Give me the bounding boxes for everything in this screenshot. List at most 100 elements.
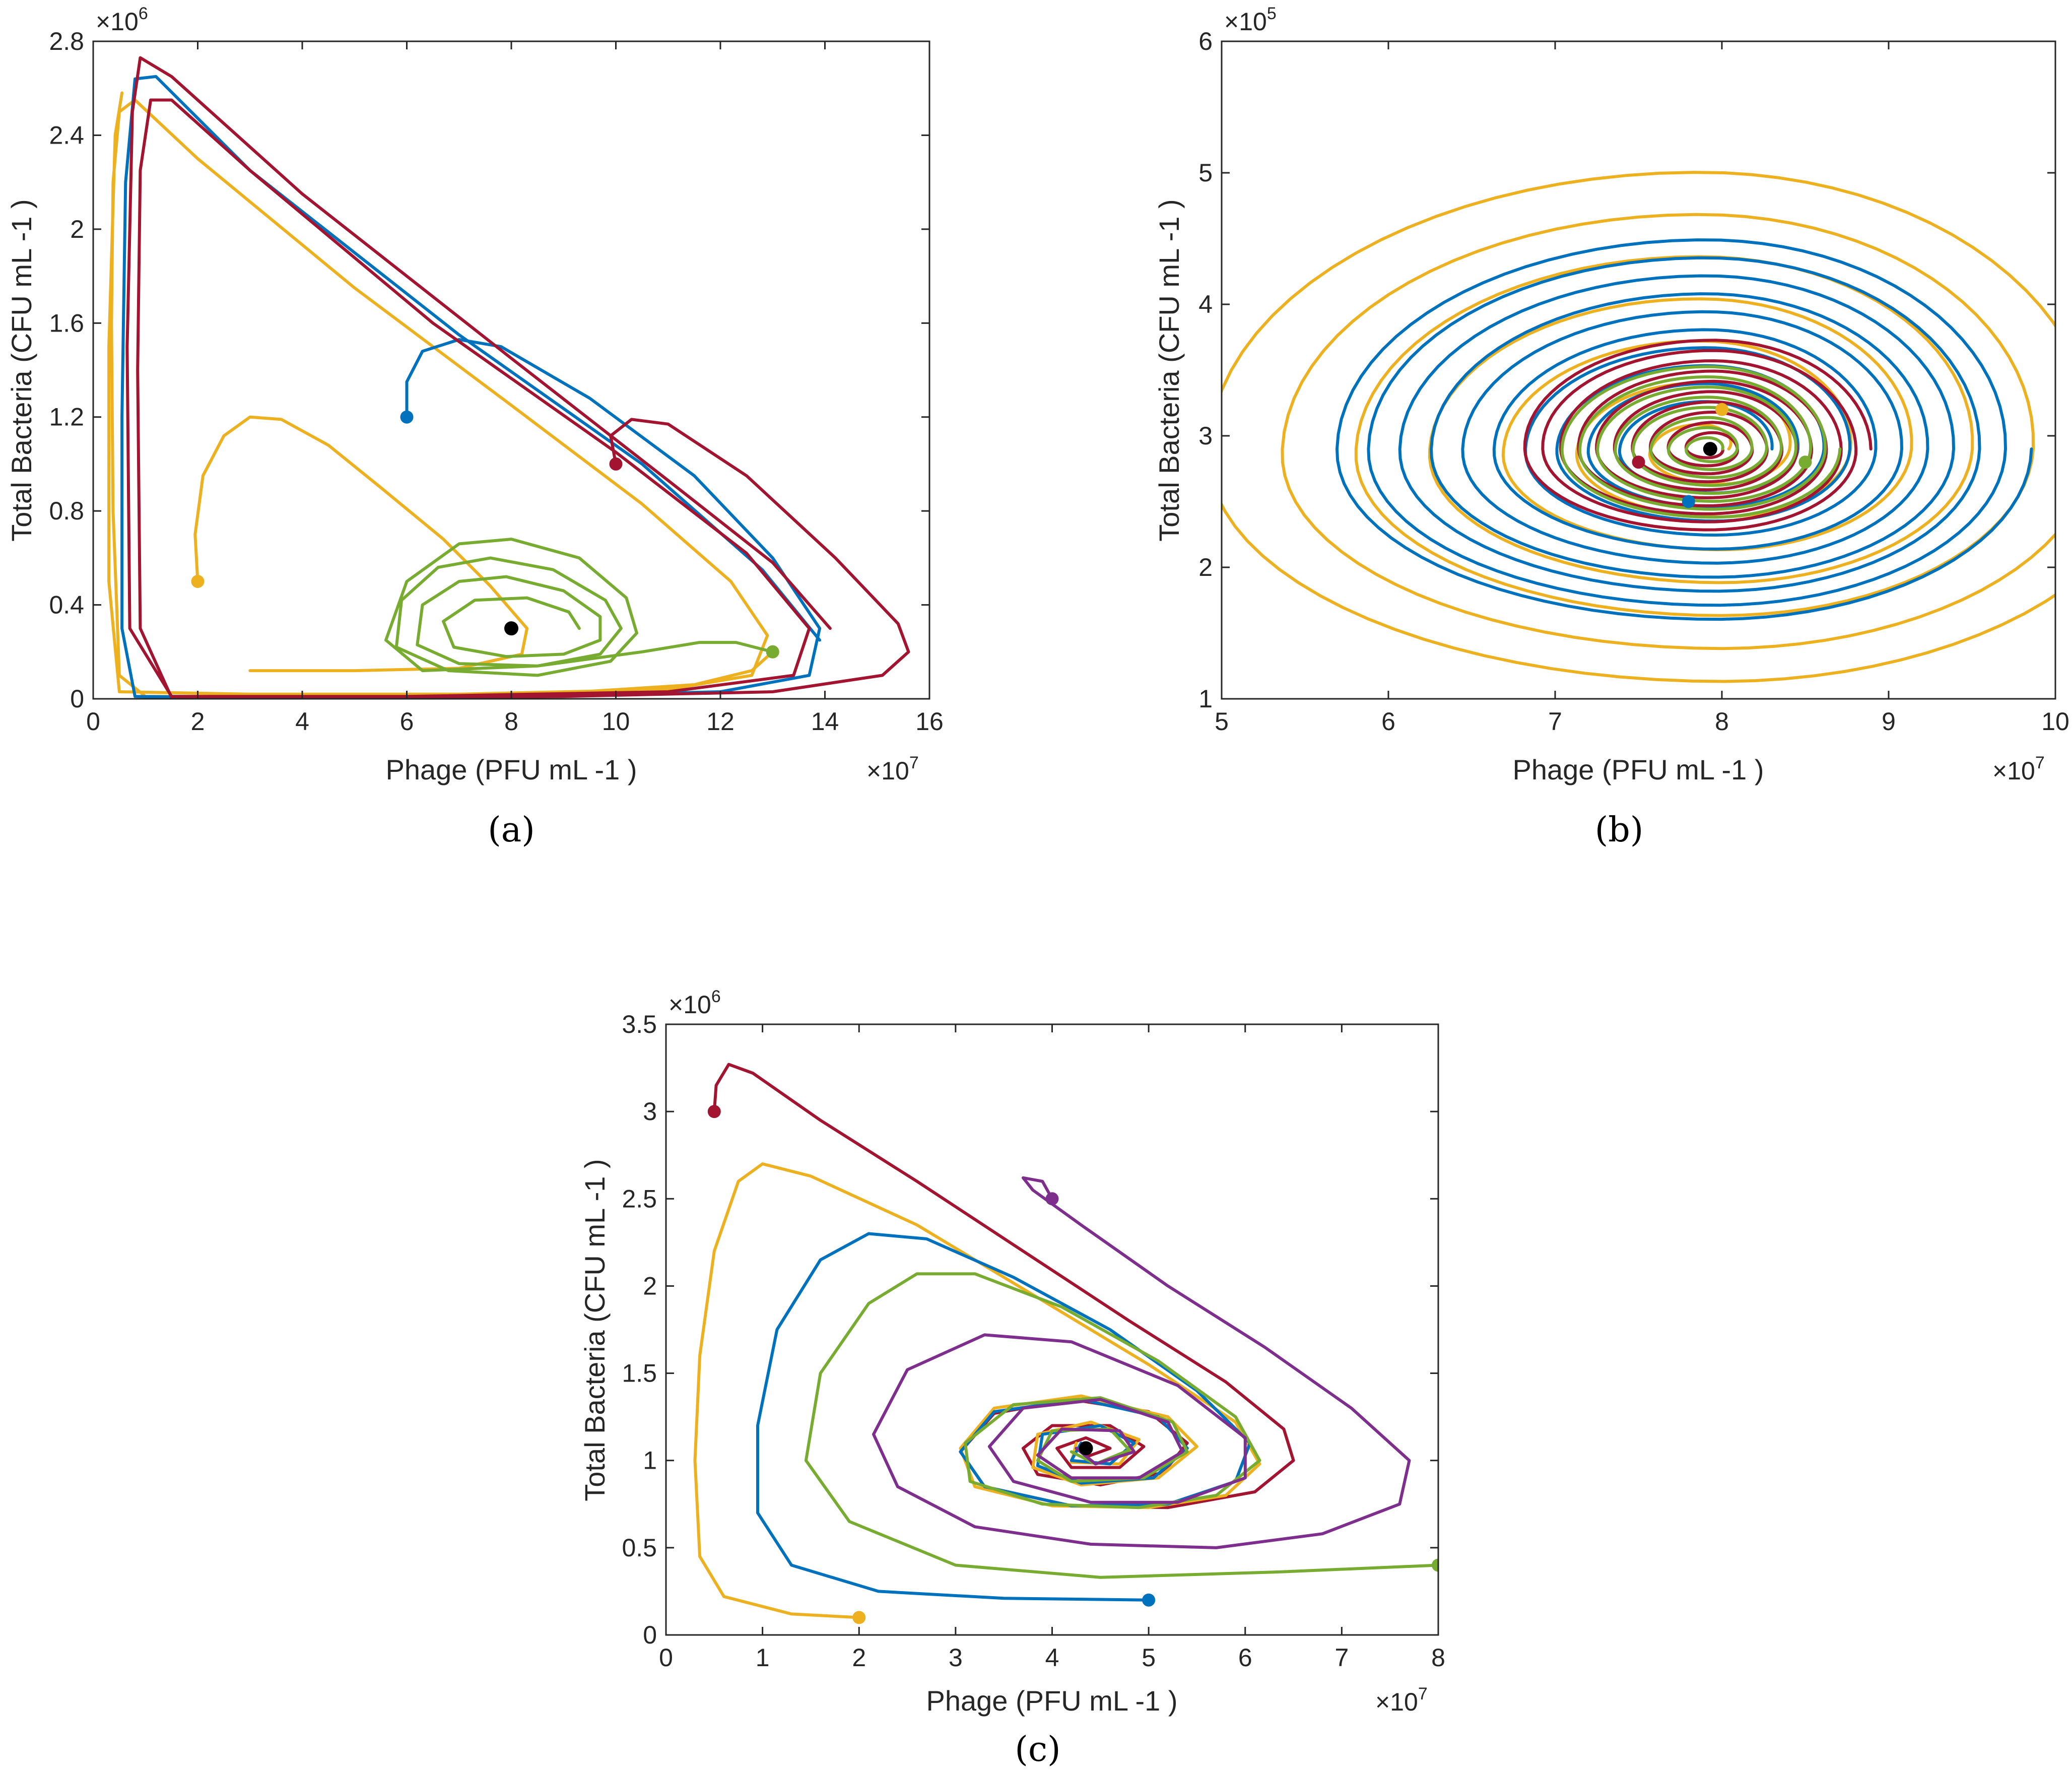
y-tick-label-a-1: 0.4 bbox=[49, 591, 84, 619]
start-point-c-4 bbox=[1045, 1192, 1059, 1206]
start-point-c-1 bbox=[852, 1611, 866, 1624]
x-tick-label-b-3: 8 bbox=[1715, 707, 1729, 736]
x-exponent-a: 7 bbox=[909, 753, 919, 772]
x-tick-label-c-4: 4 bbox=[1045, 1644, 1059, 1672]
y-exponent-label-a: ×106 bbox=[96, 4, 148, 36]
series-group-a bbox=[107, 56, 910, 699]
y-exponent-a: 6 bbox=[139, 4, 148, 23]
y-tick-label-c-1: 0.5 bbox=[622, 1534, 657, 1562]
y-exponent-label-b: ×105 bbox=[1224, 4, 1277, 36]
x-axis-label-b: Phage (PFU mL -1 ) bbox=[1513, 754, 1764, 785]
x-tick-label-a-2: 4 bbox=[295, 707, 309, 736]
y-multiplier-b: ×10 bbox=[1224, 8, 1267, 36]
x-tick-label-b-4: 9 bbox=[1882, 707, 1896, 736]
series-group-b bbox=[1222, 171, 2055, 683]
y-tick-label-c-0: 0 bbox=[643, 1621, 657, 1649]
x-tick-label-b-2: 7 bbox=[1548, 707, 1562, 736]
y-exponent-c: 6 bbox=[711, 987, 721, 1006]
y-multiplier-a: ×10 bbox=[96, 8, 139, 36]
x-tick-label-a-4: 8 bbox=[504, 707, 518, 736]
x-tick-label-a-7: 14 bbox=[811, 707, 839, 736]
caption-c: (c) bbox=[1015, 1730, 1060, 1769]
x-axis-label-a: Phage (PFU mL -1 ) bbox=[386, 754, 637, 785]
x-tick-label-a-3: 6 bbox=[400, 707, 414, 736]
x-tick-label-c-3: 3 bbox=[949, 1644, 963, 1672]
y-tick-label-b-3: 4 bbox=[1198, 290, 1213, 318]
x-tick-label-a-0: 0 bbox=[86, 707, 100, 736]
y-tick-label-a-0: 0 bbox=[70, 685, 84, 713]
x-tick-label-b-0: 5 bbox=[1215, 707, 1229, 736]
panel-a: 0 2 4 6 8 10 12 14 16 0 0.4 0.8 1.2 1.6 2 2.4 2.8 Phage … bbox=[6, 4, 944, 850]
start-point-c-0 bbox=[707, 1105, 721, 1119]
x-tick-label-c-7: 7 bbox=[1334, 1644, 1349, 1672]
axes-layer-b: 5 6 7 8 9 10 1 2 3 4 5 6 bbox=[1198, 27, 2069, 736]
series-group-c bbox=[693, 1063, 1438, 1624]
x-tick-label-b-1: 6 bbox=[1381, 707, 1395, 736]
y-tick-label-c-3: 1.5 bbox=[622, 1359, 657, 1388]
start-point-a-2 bbox=[400, 410, 414, 424]
series-line-a-3 bbox=[125, 56, 910, 699]
series-layer-a bbox=[107, 56, 910, 699]
axes-box-b bbox=[1221, 40, 2056, 700]
y-axis-label-a: Total Bacteria (CFU mL -1 ) bbox=[6, 199, 37, 541]
y-tick-label-b-4: 5 bbox=[1198, 159, 1213, 187]
equilibrium-point-b bbox=[1703, 442, 1717, 456]
x-multiplier-b: ×10 bbox=[1992, 757, 2035, 785]
series-line-b-3 bbox=[1560, 365, 1842, 519]
x-tick-label-a-1: 2 bbox=[191, 707, 205, 736]
start-point-b-0 bbox=[1715, 403, 1728, 416]
y-tick-label-c-6: 3 bbox=[643, 1097, 657, 1126]
x-axis-label-c: Phage (PFU mL -1 ) bbox=[926, 1685, 1178, 1717]
y-tick-label-b-0: 1 bbox=[1198, 685, 1213, 713]
series-line-c-2 bbox=[756, 1232, 1252, 1602]
x-tick-label-c-5: 5 bbox=[1142, 1644, 1156, 1672]
x-multiplier-c: ×10 bbox=[1375, 1688, 1418, 1716]
equilibrium-point-c bbox=[1079, 1441, 1093, 1456]
y-exponent-b: 5 bbox=[1267, 4, 1277, 23]
x-exponent-label-a: ×107 bbox=[866, 753, 919, 785]
series-line-c-4 bbox=[872, 1176, 1411, 1549]
caption-b: (b) bbox=[1595, 810, 1644, 850]
start-point-c-3 bbox=[1432, 1558, 1438, 1572]
y-tick-label-b-5: 6 bbox=[1198, 27, 1213, 55]
x-tick-label-b-5: 10 bbox=[2041, 707, 2069, 736]
x-tick-label-c-2: 2 bbox=[852, 1644, 866, 1672]
y-axis-label-b: Total Bacteria (CFU mL -1 ) bbox=[1153, 199, 1185, 541]
start-point-c-2 bbox=[1142, 1593, 1156, 1607]
plot-area-c bbox=[666, 1024, 1438, 1635]
y-tick-label-a-4: 1.6 bbox=[49, 309, 84, 337]
plot-area-b bbox=[1222, 41, 2055, 699]
start-point-b-2 bbox=[1632, 455, 1645, 469]
x-tick-label-c-8: 8 bbox=[1431, 1644, 1445, 1672]
start-point-a-0 bbox=[191, 574, 205, 588]
x-tick-label-a-5: 10 bbox=[602, 707, 630, 736]
y-tick-label-a-7: 2.8 bbox=[49, 27, 84, 55]
x-tick-label-a-8: 16 bbox=[915, 707, 944, 736]
x-multiplier-a: ×10 bbox=[866, 757, 909, 785]
start-point-b-3 bbox=[1798, 455, 1812, 469]
x-exponent-label-c: ×107 bbox=[1375, 1684, 1428, 1716]
series-layer-c bbox=[693, 1063, 1438, 1624]
y-tick-label-a-3: 1.2 bbox=[49, 403, 84, 431]
panel-b: 5 6 7 8 9 10 1 2 3 4 5 6 Phage (PFU mL -1 ) Total B… bbox=[1153, 4, 2069, 850]
x-tick-label-c-1: 1 bbox=[756, 1644, 770, 1672]
x-exponent-c: 7 bbox=[1418, 1684, 1428, 1703]
y-multiplier-c: ×10 bbox=[669, 991, 711, 1019]
y-tick-label-a-2: 0.8 bbox=[49, 497, 84, 525]
caption-a: (a) bbox=[488, 810, 535, 850]
y-tick-label-c-4: 2 bbox=[643, 1272, 657, 1300]
x-tick-label-a-6: 12 bbox=[706, 707, 734, 736]
x-exponent-label-b: ×107 bbox=[1992, 753, 2045, 785]
x-tick-label-c-6: 6 bbox=[1238, 1644, 1252, 1672]
panel-c: 0 1 2 3 4 5 6 7 800.511.522.533.5 Phage (PFU mL … bbox=[579, 987, 1445, 1769]
y-exponent-label-c: ×106 bbox=[669, 987, 721, 1019]
axes-layer-c: 0 1 2 3 4 5 6 7 8 0 0.5 1 1.5 2 2.5 3 3.5 bbox=[622, 1010, 1445, 1672]
x-tick-label-c-0: 0 bbox=[659, 1644, 673, 1672]
y-tick-label-c-5: 2.5 bbox=[622, 1185, 657, 1213]
y-tick-label-b-1: 2 bbox=[1198, 553, 1213, 581]
series-line-c-3 bbox=[804, 1272, 1438, 1579]
y-tick-label-c-2: 1 bbox=[643, 1447, 657, 1475]
y-axis-label-c: Total Bacteria (CFU mL -1 ) bbox=[579, 1159, 611, 1501]
equilibrium-point-a bbox=[504, 621, 518, 636]
